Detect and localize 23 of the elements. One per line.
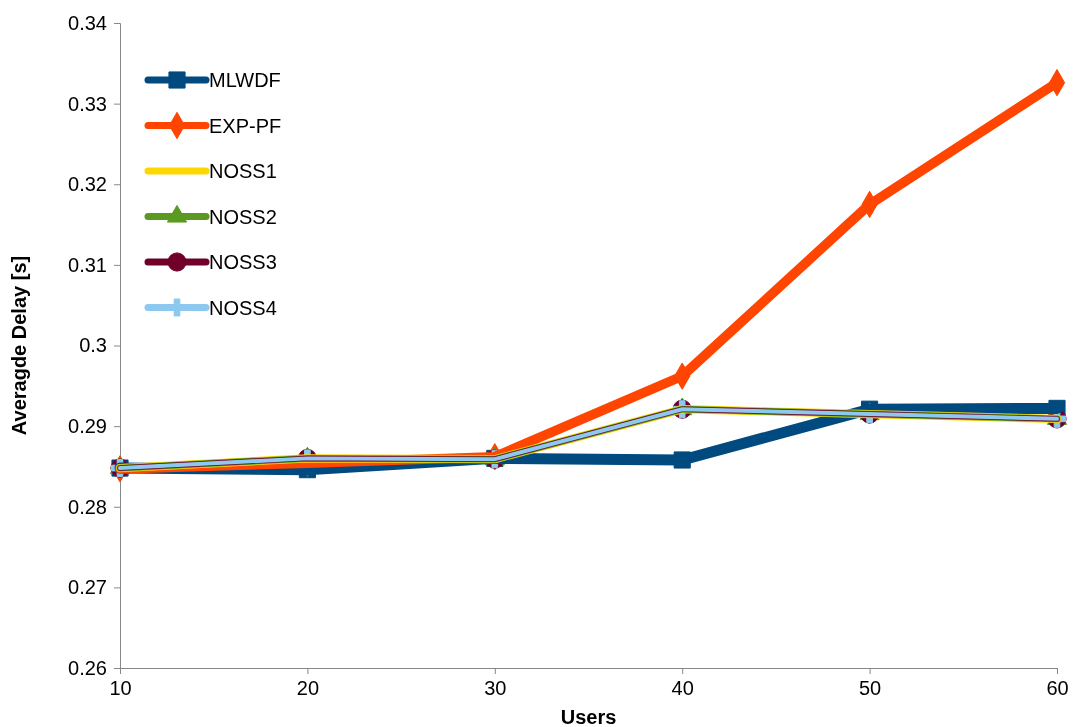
legend-label: NOSS2 [209,205,277,228]
x-tick-label: 20 [296,677,320,699]
y-tick-label: 0.28 [68,495,107,518]
legend-label: EXP-PF [209,114,282,137]
y-tick-label: 0.31 [68,253,107,276]
y-tick-label: 0.32 [68,173,107,196]
y-tick-label: 0.26 [68,656,107,679]
legend-label: NOSS1 [209,160,277,182]
y-tick-label: 0.3 [79,334,107,357]
legend-label: NOSS3 [209,251,277,273]
y-tick-label: 0.33 [68,92,107,115]
x-tick-label: 50 [858,677,882,699]
x-tick-label: 60 [1046,677,1069,699]
x-axis-title: Users [560,706,617,727]
y-tick-label: 0.34 [68,11,107,34]
legend-label: NOSS4 [209,296,277,319]
y-axis-title: Averagde Delay [s] [8,255,30,436]
y-tick-label: 0.27 [68,576,107,599]
x-tick-label: 40 [671,677,694,699]
y-tick-label: 0.29 [68,415,107,438]
x-tick-label: 10 [109,677,132,699]
x-tick-label: 30 [484,677,507,699]
legend-label: MLWDF [209,69,281,91]
